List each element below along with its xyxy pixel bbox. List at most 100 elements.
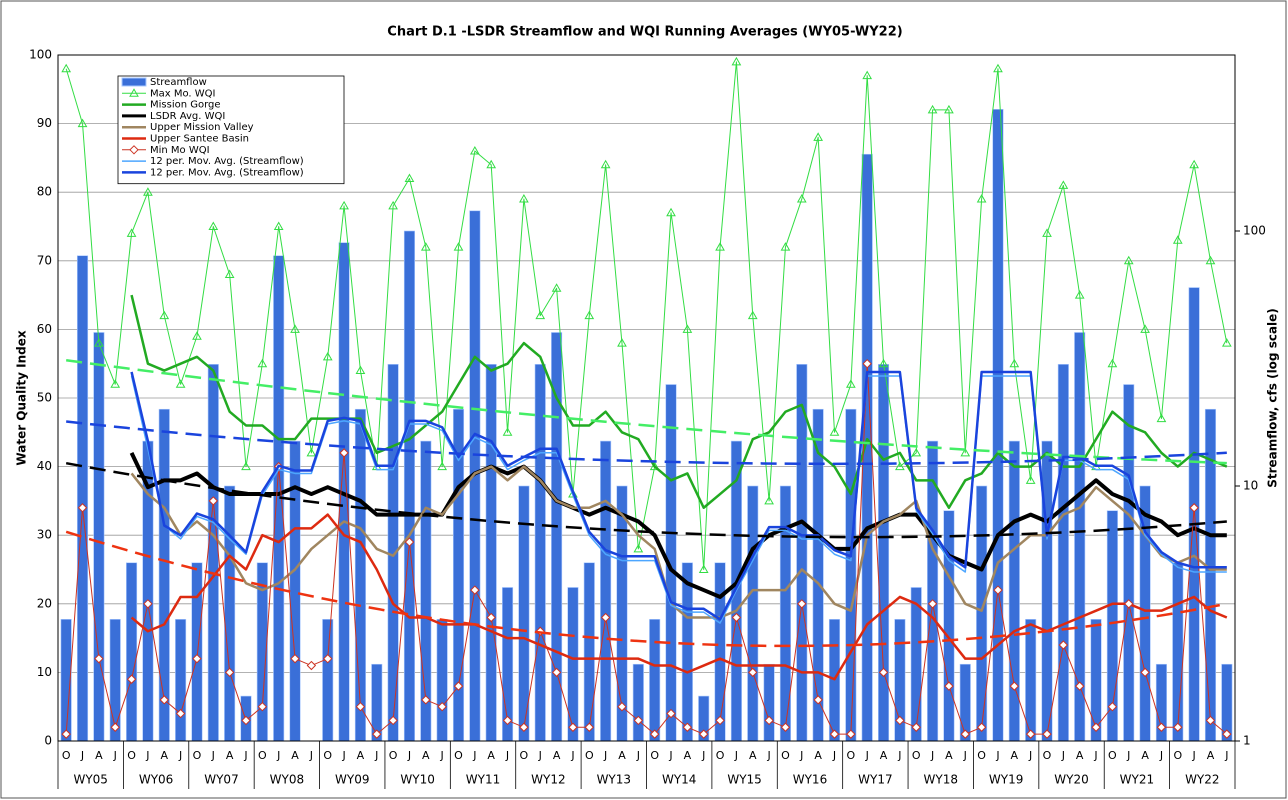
data-point — [944, 104, 954, 114]
x-tick-label: J — [897, 749, 901, 762]
group-label: WY10 — [400, 773, 434, 787]
data-point — [829, 729, 840, 739]
group-label: WY09 — [335, 773, 369, 787]
data-point — [1173, 722, 1183, 732]
legend-label: Min Mo WQI — [150, 145, 210, 156]
data-point — [94, 338, 104, 347]
group-label: WY20 — [1054, 773, 1088, 787]
data-point — [1222, 729, 1232, 739]
data-point — [715, 715, 725, 726]
x-tick-label: O — [977, 749, 986, 762]
x-tick-label: O — [520, 749, 529, 762]
legend-marker — [129, 88, 139, 97]
legend-label: Upper Santee Basin — [150, 134, 249, 145]
data-point — [1140, 324, 1150, 333]
data-point — [764, 495, 774, 505]
bar — [1123, 384, 1135, 742]
data-point — [617, 701, 627, 712]
data-point — [976, 722, 987, 732]
x-tick-label: J — [472, 749, 476, 762]
data-point — [470, 585, 480, 595]
data-point — [1058, 640, 1069, 650]
data-point — [633, 543, 644, 553]
x-tick-label: J — [1028, 749, 1032, 762]
data-point — [1123, 255, 1134, 265]
x-tick-label: A — [814, 749, 822, 762]
data-point — [748, 667, 758, 678]
data-point — [241, 461, 251, 471]
x-tick-label: O — [127, 749, 136, 762]
x-tick-label: J — [113, 749, 117, 762]
bar — [796, 364, 808, 742]
data-point — [224, 269, 235, 279]
y-axis-title: Water Quality Index — [15, 330, 29, 465]
data-point — [649, 729, 660, 739]
data-point — [666, 708, 676, 719]
series-line — [130, 294, 1228, 510]
y2-tick-label: 1 — [1243, 734, 1251, 748]
x-tick-label: A — [1076, 749, 1084, 762]
x-tick-label: J — [505, 749, 509, 762]
x-tick-label: J — [309, 749, 313, 762]
data-point — [944, 681, 954, 691]
x-tick-label: O — [193, 749, 202, 762]
x-tick-label: J — [570, 749, 574, 762]
trendline — [65, 530, 1228, 648]
x-tick-label: A — [684, 749, 692, 762]
bar — [436, 619, 448, 742]
data-point — [306, 660, 317, 671]
x-tick-label: J — [440, 749, 444, 762]
bar — [76, 255, 89, 742]
data-point — [224, 667, 235, 678]
data-point — [1074, 681, 1085, 691]
x-tick-label: J — [1159, 749, 1163, 762]
data-point — [584, 310, 595, 320]
data-point — [747, 310, 758, 320]
data-point — [404, 173, 415, 182]
bar — [534, 364, 546, 742]
x-tick-label: A — [618, 749, 626, 762]
bar — [1041, 440, 1053, 742]
bar — [354, 408, 366, 742]
data-point — [927, 104, 938, 114]
data-point — [1091, 722, 1101, 732]
x-tick-label: A — [1207, 749, 1215, 762]
data-point — [143, 187, 153, 196]
data-point — [290, 653, 300, 664]
bar — [714, 562, 726, 742]
y-tick-label: 70 — [37, 253, 52, 267]
data-point — [993, 63, 1003, 73]
data-point — [257, 358, 268, 368]
data-point — [666, 207, 676, 217]
data-point — [600, 159, 611, 169]
data-point — [159, 310, 170, 320]
data-point — [617, 338, 627, 347]
data-point — [862, 358, 872, 369]
data-point — [1107, 358, 1118, 368]
data-point — [110, 379, 121, 388]
group-label: WY05 — [73, 773, 107, 787]
x-tick-label: A — [160, 749, 168, 762]
bar — [207, 364, 219, 742]
x-tick-label: J — [930, 749, 934, 762]
x-tick-label: J — [341, 749, 345, 762]
data-point — [699, 729, 709, 739]
data-point — [600, 612, 611, 623]
bar — [403, 230, 415, 742]
data-point — [453, 242, 464, 251]
x-tick-label: A — [291, 749, 299, 762]
data-point — [862, 70, 873, 80]
data-point — [911, 447, 922, 457]
bar — [485, 364, 497, 742]
data-point — [159, 695, 169, 705]
data-point — [502, 715, 513, 726]
x-tick-label: A — [357, 749, 365, 762]
x-tick-label: A — [749, 749, 757, 762]
data-point — [1058, 180, 1069, 189]
data-point — [437, 701, 447, 712]
data-point — [77, 503, 88, 513]
data-point — [126, 674, 137, 684]
data-point — [1042, 228, 1052, 237]
x-tick-label: A — [553, 749, 561, 762]
group-label: WY21 — [1120, 773, 1154, 787]
